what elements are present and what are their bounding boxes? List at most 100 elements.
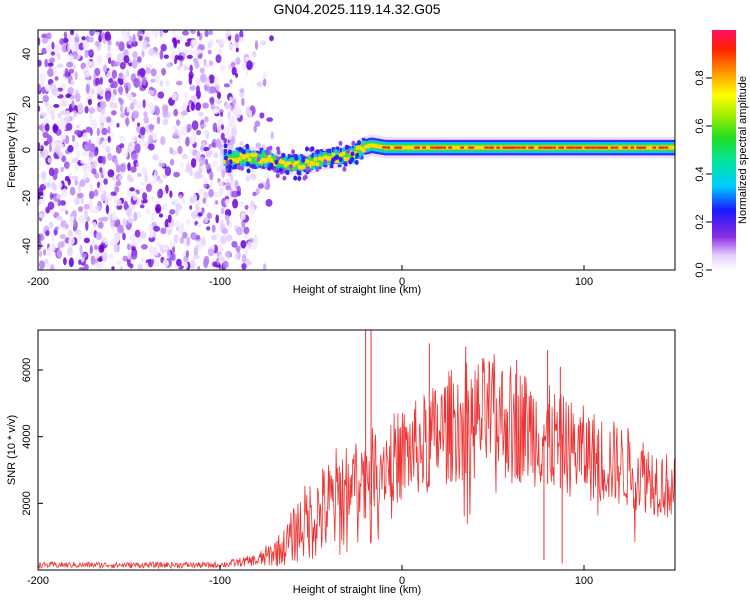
ridge-band: [297, 155, 302, 167]
ridge-band: [325, 156, 330, 161]
noise-blob: [260, 40, 267, 46]
noise-blob: [150, 258, 155, 265]
noise-blob: [119, 143, 125, 149]
ridge-blob: [351, 140, 356, 146]
noise-blob: [186, 54, 193, 60]
noise-blob: [118, 97, 122, 103]
noise-blob: [245, 175, 250, 182]
noise-blob: [60, 166, 65, 173]
noise-blob: [244, 246, 249, 256]
noise-blob: [73, 110, 77, 118]
noise-blob: [226, 219, 230, 226]
noise-blob: [118, 78, 124, 86]
noise-blob: [166, 62, 172, 69]
ridge-band: [235, 155, 240, 163]
noise-blob: [215, 214, 219, 224]
ridge-blob: [275, 173, 280, 179]
noise-blob: [123, 200, 128, 211]
noise-blob: [239, 30, 244, 39]
ridge-peak: [642, 146, 647, 149]
noise-blob: [150, 196, 155, 202]
noise-blob: [117, 224, 124, 234]
noise-blob: [76, 149, 80, 160]
noise-blob: [97, 85, 104, 91]
x-tick-label: 100: [575, 276, 593, 288]
ridge-blob: [227, 149, 232, 155]
noise-blob: [73, 218, 77, 228]
noise-blob: [63, 31, 68, 39]
noise-blob: [150, 78, 156, 83]
noise-blob: [228, 119, 234, 128]
noise-blob: [38, 124, 43, 131]
noise-blob: [140, 126, 146, 136]
noise-blob: [208, 30, 213, 36]
noise-blob: [90, 240, 97, 246]
noise-blob: [236, 191, 241, 197]
noise-blob: [57, 112, 62, 119]
noise-blob: [211, 224, 216, 233]
ridge-peak: [416, 146, 420, 149]
ridge-peak: [510, 146, 515, 149]
noise-blob: [178, 194, 183, 199]
ridge-band: [281, 160, 286, 165]
noise-blob: [176, 258, 182, 267]
noise-blob: [74, 197, 80, 206]
ridge-band: [363, 144, 368, 149]
noise-blob: [83, 237, 90, 244]
noise-blob: [70, 55, 75, 63]
noise-blob: [255, 187, 260, 195]
spectrogram-x-ticks: -200 -100 0 100: [27, 265, 593, 288]
noise-blob: [78, 206, 83, 213]
noise-blob: [89, 182, 94, 192]
noise-blob: [111, 176, 116, 181]
noise-blob: [252, 50, 257, 58]
noise-blob: [49, 244, 56, 252]
noise-blob: [186, 166, 193, 174]
ridge-blob: [274, 159, 279, 165]
noise-blob: [68, 68, 75, 74]
ridge-band: [329, 154, 334, 162]
noise-blob: [96, 181, 101, 189]
ridge-peak: [538, 146, 543, 149]
noise-blob: [111, 214, 119, 221]
noise-blob: [254, 120, 261, 127]
noise-blob: [148, 224, 153, 232]
ridge-band: [295, 160, 300, 165]
noise-blob: [141, 50, 145, 58]
noise-blob: [111, 69, 118, 79]
ridge-band: [253, 157, 258, 165]
ridge-band: [618, 145, 622, 150]
noise-blob: [180, 125, 188, 136]
noise-blob: [235, 47, 239, 53]
noise-blob: [193, 254, 200, 259]
noise-blob: [215, 200, 219, 205]
ridge-band: [251, 153, 256, 161]
noise-blob: [155, 74, 160, 83]
ridge-band: [355, 146, 360, 151]
noise-blob: [48, 167, 55, 177]
noise-blob: [226, 190, 231, 197]
spectrogram-marks: [38, 30, 675, 270]
noise-blob: [111, 266, 115, 270]
ridge-peak: [542, 146, 547, 149]
noise-blob: [174, 129, 179, 134]
ridge-band: [237, 154, 242, 170]
noise-blob: [56, 249, 62, 258]
noise-blob: [171, 92, 178, 101]
noise-blob: [236, 226, 243, 236]
noise-blob: [123, 55, 130, 64]
noise-blob: [118, 41, 125, 52]
noise-blob: [63, 37, 69, 44]
ridge-band: [620, 145, 624, 150]
y-tick-label: 2000: [21, 491, 33, 515]
noise-blob: [85, 83, 90, 94]
noise-blob: [44, 101, 49, 107]
noise-blob: [49, 264, 55, 270]
noise-blob: [179, 236, 185, 245]
ridge-band: [251, 153, 256, 158]
ridge-band: [628, 145, 632, 150]
noise-blob: [246, 60, 253, 71]
noise-blob: [94, 40, 101, 47]
noise-blob: [225, 185, 232, 191]
noise-blob: [157, 189, 162, 199]
